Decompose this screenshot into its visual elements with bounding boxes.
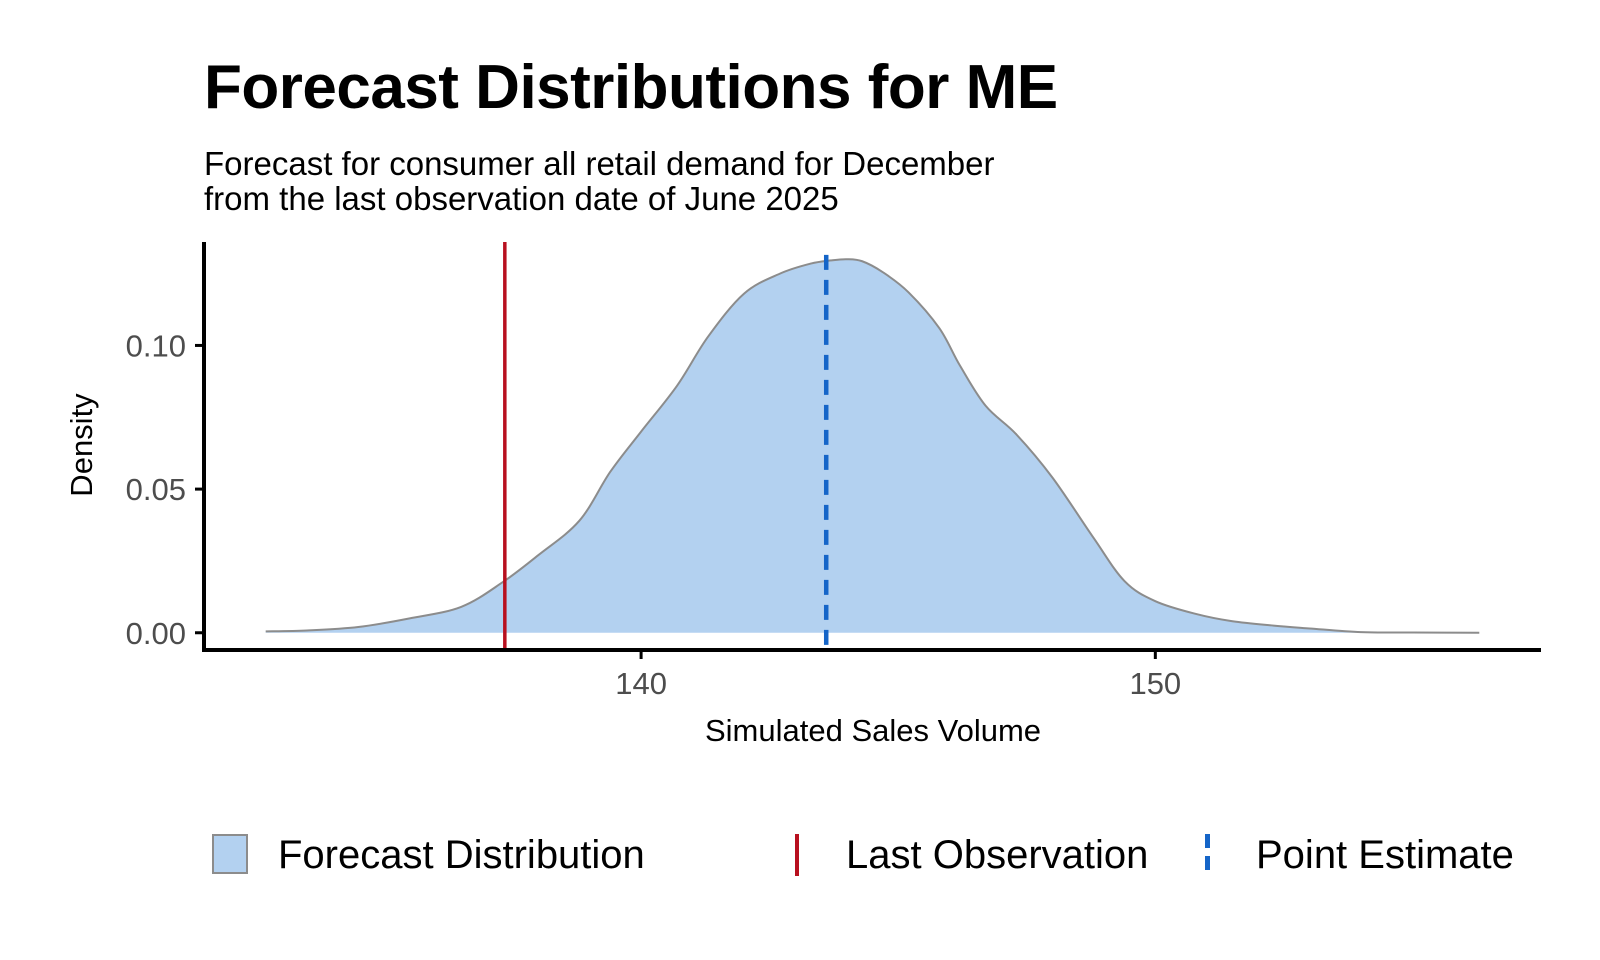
density-chart: 0.00 0.05 0.10 140 150 Density Simulated Sal… <box>64 242 1541 748</box>
legend-label-forecast: Forecast Distribution <box>278 832 645 877</box>
legend-key-last-observation <box>780 834 818 876</box>
density-area <box>265 259 1480 633</box>
chart-subtitle: Forecast for consumer all retail demand … <box>204 146 995 216</box>
legend-item-last-observation: Last Observation <box>780 820 1148 890</box>
legend-key-point-estimate <box>1190 834 1228 876</box>
x-tick-label: 140 <box>615 666 667 701</box>
legend-item-forecast: Forecast Distribution <box>212 820 645 890</box>
x-tick-label: 150 <box>1129 666 1181 701</box>
y-tick-label: 0.00 <box>126 616 186 651</box>
legend-item-point-estimate: Point Estimate <box>1190 820 1514 890</box>
density-curve <box>265 258 1480 634</box>
y-tick-label: 0.05 <box>126 472 186 507</box>
plot-area <box>265 242 1480 650</box>
x-axis-label: Simulated Sales Volume <box>705 713 1041 748</box>
legend-key-forecast <box>212 834 250 876</box>
chart-title: Forecast Distributions for ME <box>204 53 1058 122</box>
legend-label-last-observation: Last Observation <box>846 832 1149 877</box>
axes: 0.00 0.05 0.10 140 150 <box>126 242 1541 701</box>
chart-legend: Forecast Distribution Last Observation P… <box>0 820 1600 890</box>
subtitle-line-2: from the last observation date of June 2… <box>204 180 839 217</box>
legend-label-point-estimate: Point Estimate <box>1256 832 1514 877</box>
y-axis-label: Density <box>64 393 99 497</box>
y-tick-label: 0.10 <box>126 328 186 363</box>
subtitle-line-1: Forecast for consumer all retail demand … <box>204 145 995 182</box>
